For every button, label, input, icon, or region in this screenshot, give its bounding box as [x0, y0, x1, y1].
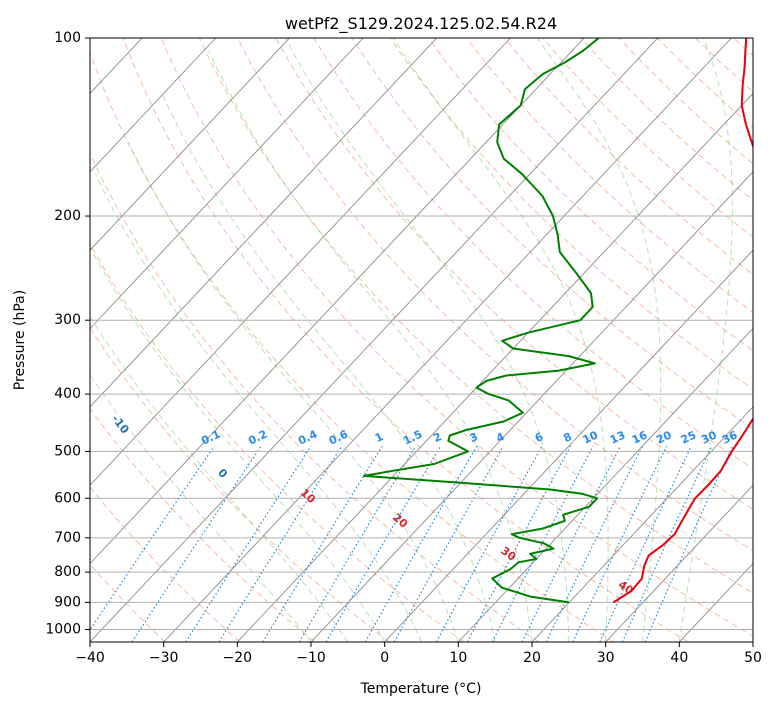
x-tick-label: −40	[75, 650, 105, 666]
x-tick-label: −10	[296, 650, 326, 666]
dry-adiabat	[90, 327, 390, 642]
mixing-ratio-label: 10	[581, 428, 601, 446]
x-tick-label: 10	[449, 650, 467, 666]
mixing-ratio-line	[262, 445, 383, 642]
dry-adiabat	[90, 407, 316, 642]
series-lines	[363, 38, 753, 604]
dry-adiabat	[160, 38, 753, 637]
mixing-ratio-label: 25	[679, 429, 698, 447]
isotherm	[237, 92, 753, 642]
dewpoint-line	[363, 38, 600, 604]
y-tick-label: 600	[54, 490, 81, 506]
x-tick-label: 50	[744, 650, 762, 666]
y-axis-title: Pressure (hPa)	[12, 290, 28, 390]
moist-adiabat	[90, 246, 386, 642]
mixing-ratio-line	[298, 445, 417, 642]
isotherm	[90, 38, 659, 642]
dry-adiabat	[90, 242, 465, 642]
mixing-ratio-line	[545, 445, 644, 642]
mixing-ratio-label: 13	[608, 429, 627, 447]
y-tick-label: 1000	[45, 621, 81, 637]
isotherm	[384, 249, 753, 642]
isotherm	[90, 38, 364, 330]
x-tick-label: −30	[149, 650, 179, 666]
x-tick-label: 40	[670, 650, 688, 666]
mixing-ratio-line	[364, 445, 478, 642]
y-tick-label: 300	[54, 312, 81, 328]
isotherm	[531, 406, 753, 642]
y-tick-label: 400	[54, 386, 81, 402]
x-tick-label: 30	[597, 650, 615, 666]
isotherm	[310, 171, 753, 642]
moist-adiabat	[284, 38, 570, 642]
mixing-ratio-label: 20	[654, 428, 674, 446]
mixing-ratio-line	[131, 445, 262, 642]
isotherm	[90, 38, 438, 408]
moist-adiabat	[90, 315, 349, 642]
axes: −40 −30 −20 −10 0 10 20 30 40 50 100 200 300 400 500 60…	[45, 30, 762, 666]
x-tick-label: −20	[223, 650, 253, 666]
x-axis-title: Temperature (°C)	[360, 681, 482, 697]
plot-frame	[89, 37, 754, 643]
mixing-ratio-label: 16	[630, 428, 650, 446]
dry-adiabat	[122, 38, 689, 642]
y-tick-label: 500	[54, 443, 81, 459]
mixing-ratio-label: 36	[720, 428, 740, 446]
dry-adiabat	[90, 152, 540, 642]
isotherm	[90, 38, 511, 486]
moist-adiabat	[392, 38, 609, 642]
dry-adiabat	[389, 38, 753, 390]
mixing-ratio-label: 30	[699, 428, 719, 446]
y-tick-label: 100	[54, 30, 81, 46]
isotherm	[605, 484, 753, 642]
chart-title: wetPf2_S129.2024.125.02.54.R24	[285, 14, 557, 34]
mixing-ratio-line	[185, 445, 312, 642]
dry-adiabat	[427, 38, 753, 352]
background-lines	[90, 38, 753, 642]
isotherm	[90, 38, 217, 173]
moist-adiabat	[208, 50, 533, 642]
y-tick-label: 900	[54, 594, 81, 610]
mixing-ratio-line	[90, 445, 215, 631]
isotherm	[163, 38, 732, 642]
mixing-ratio-line	[393, 445, 504, 642]
mixing-ratio-line	[521, 445, 621, 642]
mixing-ratio-line	[491, 445, 594, 642]
x-tick-label: 0	[380, 650, 389, 666]
isotherm	[458, 327, 753, 642]
moist-adiabat	[536, 38, 662, 642]
y-tick-label: 200	[54, 208, 81, 224]
mixing-ratio-line	[644, 445, 734, 642]
temperature-line	[612, 38, 753, 604]
dry-adiabat	[466, 38, 753, 313]
isotherm	[90, 38, 290, 251]
isotherm	[90, 38, 585, 565]
mixing-ratio-line	[218, 445, 343, 642]
y-tick-label: 800	[54, 564, 81, 580]
moist-adiabat	[678, 38, 733, 642]
y-tick-label: 700	[54, 530, 81, 546]
moist-adiabat	[95, 174, 422, 642]
moist-adiabat	[162, 95, 496, 642]
x-tick-label: 20	[523, 650, 541, 666]
